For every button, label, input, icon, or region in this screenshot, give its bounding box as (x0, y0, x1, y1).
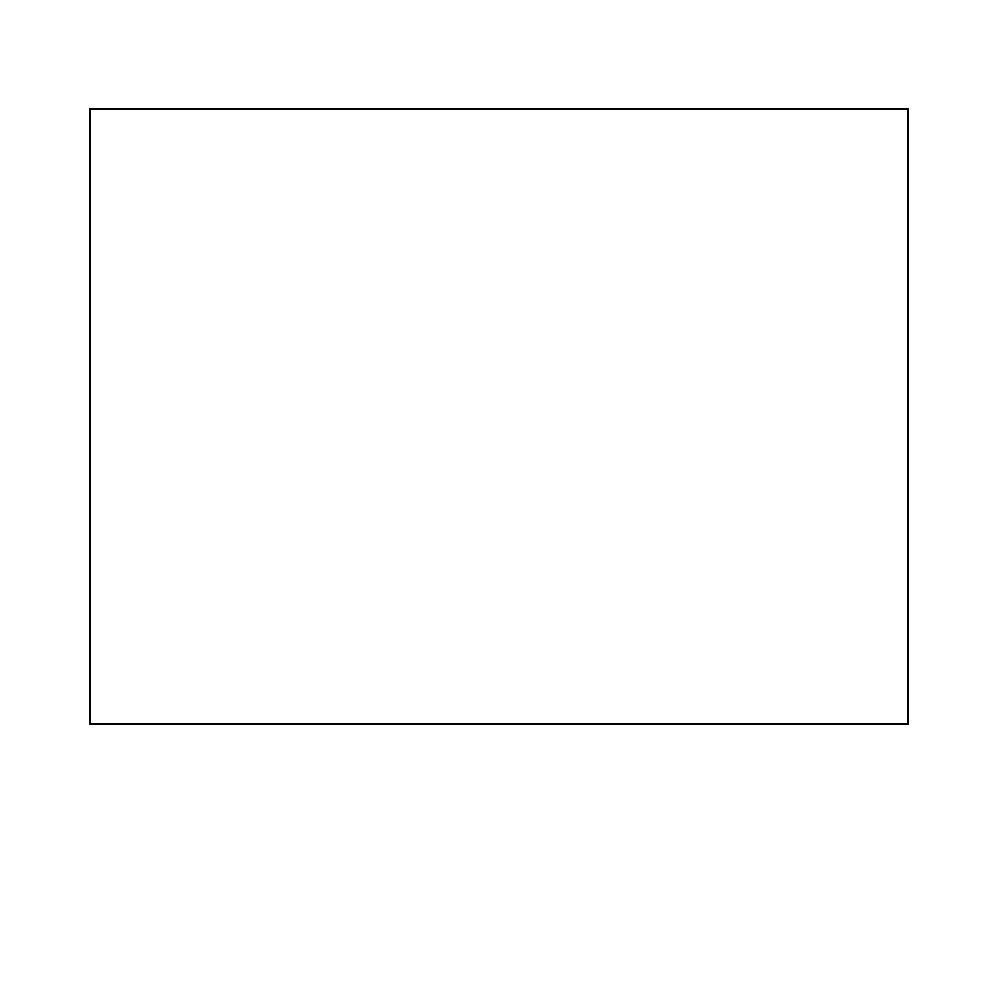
plot-frame (89, 108, 909, 725)
